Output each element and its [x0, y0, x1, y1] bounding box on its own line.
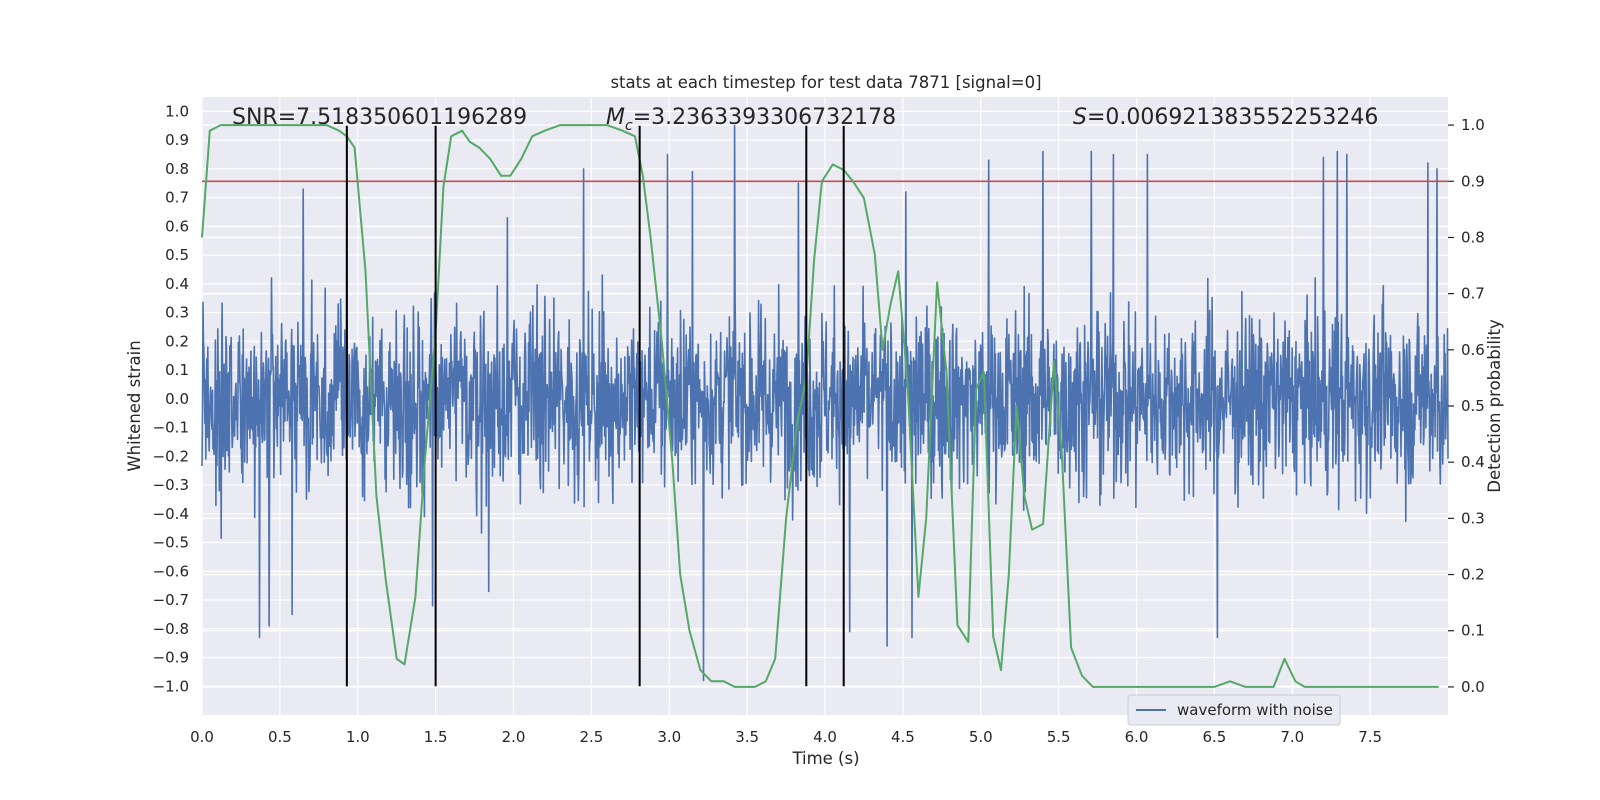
- right-y-axis-ticks: 1.0 0.9 0.8 0.7 0.6 0.5 0.4 0.3 0.2 0.1 0.0: [1448, 116, 1485, 696]
- right-y-tick-label: 0.7: [1461, 285, 1485, 303]
- detection-probability-line: [201, 124, 1439, 688]
- x-tick-label: 6.5: [1202, 728, 1226, 746]
- s-symbol: S: [1073, 105, 1087, 130]
- x-tick-label: 2.5: [579, 728, 603, 746]
- x-tick-label: 7.0: [1280, 728, 1304, 746]
- snr-annotation: SNR=7.518350601196289: [232, 105, 527, 130]
- y-tick-label: −1.0: [153, 677, 189, 695]
- right-y-tick-label: 1.0: [1461, 116, 1485, 134]
- y-tick-label: −0.6: [153, 562, 189, 580]
- y-tick-label: 0.7: [165, 189, 189, 207]
- y-tick-label: −0.5: [153, 534, 189, 552]
- y-axis-label: Whitened strain: [125, 340, 144, 471]
- y-tick-label: 0.9: [165, 131, 189, 149]
- chirp-mass-symbol: M: [606, 105, 625, 130]
- y-tick-label: 0.5: [165, 246, 189, 264]
- right-y-tick-label: 0.2: [1461, 566, 1485, 584]
- y-tick-label: −0.2: [153, 447, 189, 465]
- y-tick-label: 0.1: [165, 361, 189, 379]
- y-tick-label: 0.2: [165, 332, 189, 350]
- legend-label: waveform with noise: [1177, 701, 1333, 719]
- x-tick-label: 6.0: [1125, 728, 1149, 746]
- x-axis-ticks: 0.0 0.5 1.0 1.5 2.0 2.5 3.0 3.5 4.0 4.5 5.0 5.5 6.0 6…: [190, 728, 1382, 746]
- right-y-tick-label: 0.3: [1461, 509, 1485, 527]
- event-markers: [345, 125, 845, 687]
- right-y-tick-label: 0.0: [1461, 678, 1485, 696]
- y-tick-label: −0.7: [153, 591, 189, 609]
- x-tick-label: 1.5: [424, 728, 448, 746]
- y-tick-label: −0.4: [153, 505, 189, 523]
- y-tick-label: 0.0: [165, 390, 189, 408]
- right-y-tick-label: 0.8: [1461, 228, 1485, 246]
- right-y-tick-label: 0.9: [1461, 172, 1485, 190]
- right-y-tick-label: 0.1: [1461, 622, 1485, 640]
- waveform-with-noise-line: [201, 124, 1449, 682]
- x-axis-label: Time (s): [791, 749, 859, 768]
- x-tick-label: 5.5: [1047, 728, 1071, 746]
- right-y-tick-label: 0.6: [1461, 341, 1485, 359]
- y-tick-label: 0.4: [165, 275, 189, 293]
- waveform-series: [201, 124, 1449, 682]
- y-tick-label: 0.8: [165, 160, 189, 178]
- y-tick-label: −0.1: [153, 419, 189, 437]
- x-tick-label: 0.0: [190, 728, 214, 746]
- y-tick-label: −0.3: [153, 476, 189, 494]
- x-tick-label: 3.0: [657, 728, 681, 746]
- y-tick-label: −0.9: [153, 649, 189, 667]
- x-tick-label: 0.5: [268, 728, 292, 746]
- y-tick-label: 0.6: [165, 217, 189, 235]
- y-tick-label: 0.3: [165, 304, 189, 322]
- chirp-mass-value: =3.2363393306732178: [633, 105, 896, 130]
- legend: waveform with noise: [1127, 694, 1341, 726]
- x-tick-label: 5.0: [969, 728, 993, 746]
- chirp-mass-annotation: Mc=3.2363393306732178: [606, 105, 896, 134]
- legend-box: [1127, 694, 1341, 726]
- s-annotation: S=0.006921383552253246: [1073, 105, 1378, 130]
- x-tick-label: 4.0: [813, 728, 837, 746]
- s-value: =0.006921383552253246: [1087, 105, 1378, 130]
- x-tick-label: 3.5: [735, 728, 759, 746]
- x-tick-label: 2.0: [502, 728, 526, 746]
- x-tick-label: 7.5: [1358, 728, 1382, 746]
- chirp-mass-subscript: c: [625, 118, 633, 134]
- y-tick-label: 1.0: [165, 102, 189, 120]
- x-tick-label: 4.5: [891, 728, 915, 746]
- y-axis-ticks: 1.0 0.9 0.8 0.7 0.6 0.5 0.4 0.3 0.2 0.1 0.0 −0.1 −0.…: [153, 102, 189, 695]
- right-y-tick-label: 0.5: [1461, 397, 1485, 415]
- right-y-tick-label: 0.4: [1461, 453, 1485, 471]
- y-tick-label: −0.8: [153, 620, 189, 638]
- x-tick-label: 1.0: [346, 728, 370, 746]
- right-y-axis-label: Detection probability: [1485, 319, 1504, 493]
- chart-title: stats at each timestep for test data 787…: [610, 73, 1041, 92]
